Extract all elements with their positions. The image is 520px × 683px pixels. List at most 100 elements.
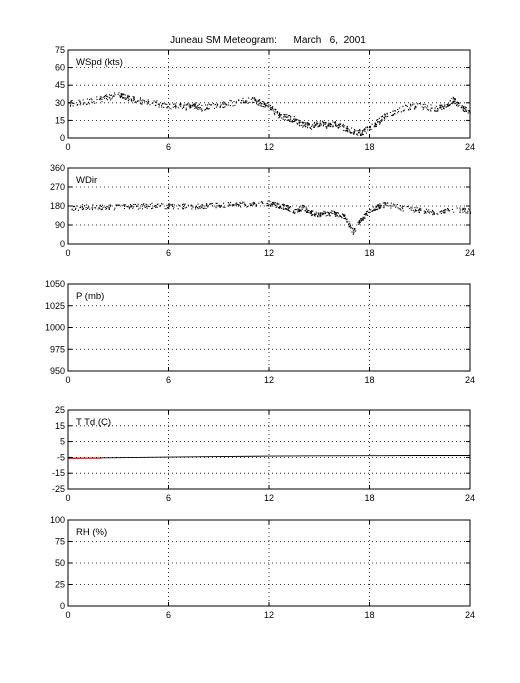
data-point	[273, 202, 275, 204]
data-point	[442, 107, 444, 109]
data-point	[289, 207, 291, 209]
data-point	[108, 207, 110, 209]
data-point	[309, 213, 311, 215]
data-point	[345, 127, 347, 129]
data-point	[106, 206, 108, 208]
data-point	[137, 208, 139, 210]
data-point	[364, 213, 366, 215]
data-point	[319, 216, 321, 218]
data-point	[381, 119, 383, 121]
data-point	[379, 204, 381, 206]
data-point	[432, 214, 434, 216]
data-point	[130, 99, 132, 101]
x-tick-label: 24	[465, 493, 475, 503]
data-point	[108, 96, 110, 98]
data-point	[379, 203, 381, 205]
data-point	[152, 207, 154, 209]
panel-3: 0 6 12 18 24 950 975 1000 1025 1050 P (mb)	[45, 279, 475, 385]
panel-5: 0 6 12 18 24 0 25 50 75 100 RH (%)	[50, 515, 475, 620]
data-point	[348, 221, 350, 223]
data-point	[440, 211, 442, 213]
data-point	[354, 230, 356, 232]
data-point	[288, 119, 290, 121]
data-point	[457, 103, 459, 105]
x-tick-label: 12	[264, 375, 274, 385]
data-point	[269, 107, 271, 109]
y-tick-label: -5	[57, 452, 65, 462]
data-point	[360, 135, 362, 137]
data-point	[394, 113, 396, 115]
data-point	[352, 132, 354, 134]
data-point	[69, 105, 71, 107]
data-point	[230, 100, 232, 102]
data-point	[467, 112, 469, 114]
data-point	[100, 205, 102, 207]
data-point	[202, 205, 204, 207]
data-point	[224, 106, 226, 108]
data-point	[319, 121, 321, 123]
data-point	[375, 124, 377, 126]
data-point	[398, 208, 400, 210]
data-point	[253, 202, 255, 204]
data-point	[434, 110, 436, 112]
data-point	[192, 103, 194, 105]
data-point	[414, 105, 416, 107]
data-point	[257, 104, 259, 106]
data-point	[106, 94, 108, 96]
data-point	[161, 103, 163, 105]
data-point	[266, 105, 268, 107]
data-point	[230, 204, 232, 206]
data-point	[376, 119, 378, 121]
data-point	[384, 202, 386, 204]
data-point	[270, 106, 272, 108]
data-point	[278, 117, 280, 119]
data-point	[371, 123, 373, 125]
data-point	[99, 204, 101, 206]
data-point	[304, 210, 306, 212]
data-point	[392, 114, 394, 116]
data-point	[102, 204, 104, 206]
data-point	[273, 111, 275, 113]
data-point	[451, 208, 453, 210]
data-point	[230, 202, 232, 204]
data-point	[155, 204, 157, 206]
data-point	[350, 132, 352, 134]
data-point	[287, 205, 289, 207]
data-point	[366, 211, 368, 213]
data-point	[283, 204, 285, 206]
y-tick-label: 0	[60, 133, 65, 143]
x-tick-label: 24	[465, 142, 475, 152]
data-point	[369, 126, 371, 128]
data-point	[205, 207, 207, 209]
data-point	[197, 107, 199, 109]
data-point	[391, 115, 393, 117]
data-point	[443, 108, 445, 110]
data-point	[172, 205, 174, 207]
data-point	[362, 129, 364, 131]
data-point	[411, 207, 413, 209]
data-point	[168, 205, 170, 207]
data-point	[371, 210, 373, 212]
data-point	[314, 215, 316, 217]
data-point	[330, 122, 332, 124]
data-point	[307, 127, 309, 129]
data-point	[128, 95, 130, 97]
data-point	[397, 207, 399, 209]
data-point	[367, 129, 369, 131]
data-point	[136, 206, 138, 208]
data-point	[278, 114, 280, 116]
data-point	[84, 102, 86, 104]
data-point	[399, 107, 401, 109]
data-point	[180, 103, 182, 105]
data-point	[131, 100, 133, 102]
data-point	[453, 211, 455, 213]
data-point	[75, 207, 77, 209]
data-point	[338, 216, 340, 218]
x-tick-label: 18	[364, 375, 374, 385]
data-point	[235, 101, 237, 103]
data-point	[447, 103, 449, 105]
data-point	[432, 210, 434, 212]
data-point	[157, 103, 159, 105]
data-point	[98, 98, 100, 100]
